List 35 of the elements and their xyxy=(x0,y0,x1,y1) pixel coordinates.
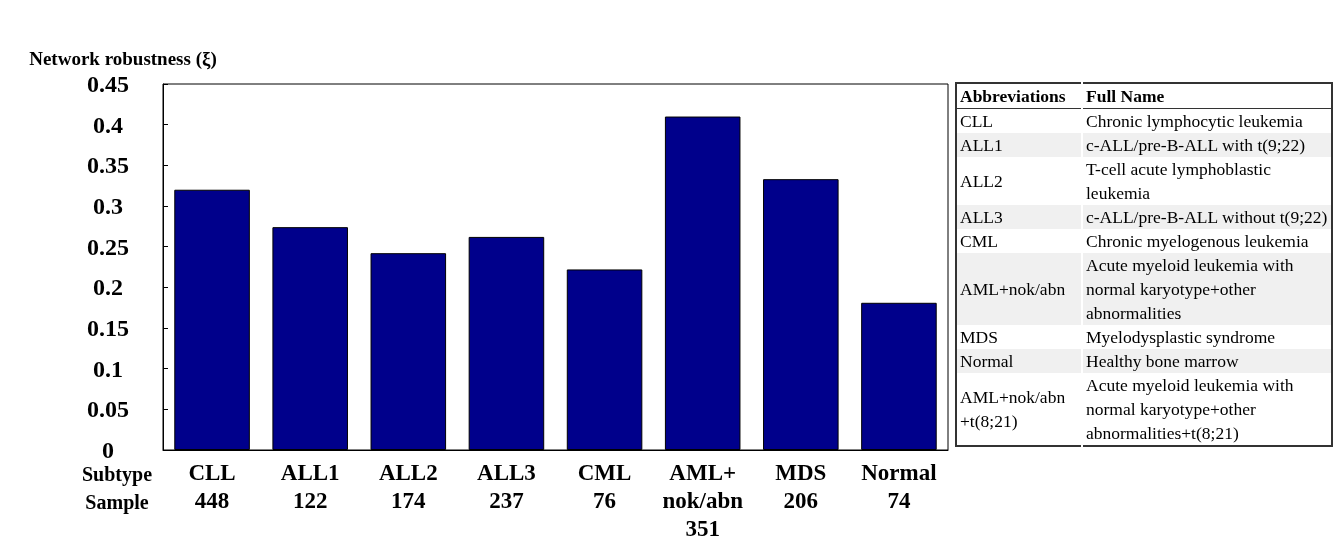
y-tick-label: 0.35 xyxy=(87,152,129,179)
y-tick-label: 0.3 xyxy=(93,193,123,219)
y-tick-label: 0.05 xyxy=(87,396,129,423)
text: ALL2 xyxy=(959,170,1004,193)
y-tick-label: 0.25 xyxy=(87,233,129,260)
shaded-row: ALL1 c-ALL/pre-B-ALL with t(9;22) xyxy=(956,133,1332,157)
y-tick-label: 0.15 xyxy=(87,315,129,341)
text: Myelodysplastic syndrome xyxy=(1082,325,1332,349)
shaded-row: AML+nok/abn Acute myeloid leukemia with normal karyotype+other abnormalities xyxy=(956,253,1332,325)
y-tick-label: 0.4 xyxy=(93,111,123,138)
y-tick-label: 0.45 xyxy=(87,71,129,97)
text: MDS xyxy=(959,326,999,349)
x-tick-label: AML+ nok/abn 351 xyxy=(662,459,744,541)
text: CLL xyxy=(959,110,995,133)
text: Acute myeloid leukemia with normal karyotype+other abnormalities+t(8;21) xyxy=(1082,373,1332,446)
text: Chronic lymphocytic leukemia xyxy=(1082,108,1332,133)
y-axis-title: Network robustness (ξ) xyxy=(29,47,217,70)
x-tick-label: ALL1 122 xyxy=(280,459,340,513)
text: Chronic myelogenous leukemia xyxy=(1082,229,1332,253)
text: CML xyxy=(959,230,999,253)
x-tick-label: MDS 206 xyxy=(775,459,827,513)
y-tick-label: 0 xyxy=(102,437,114,463)
x-tick-label: CML 76 xyxy=(577,459,632,513)
shaded-row: ALL3 c-ALL/pre-B-ALL without t(9;22) xyxy=(956,205,1332,229)
y-tick-label: 0.1 xyxy=(93,355,123,382)
x-tick-label: CLL 448 xyxy=(188,459,236,513)
shaded-row: Normal Healthy bone marrow xyxy=(956,349,1332,373)
x-axis-title: Subtype Sample xyxy=(82,463,153,514)
text: Abbreviations xyxy=(959,85,1067,108)
text: AML+nok/abn +t(8;21) xyxy=(959,386,1067,433)
x-tick-label: ALL2 174 xyxy=(378,459,438,513)
y-tick-label: 0.2 xyxy=(93,274,123,301)
x-tick-label: ALL3 237 xyxy=(477,459,536,513)
x-tick-label: Normal 74 xyxy=(861,459,937,513)
text: Full Name xyxy=(1082,83,1332,109)
